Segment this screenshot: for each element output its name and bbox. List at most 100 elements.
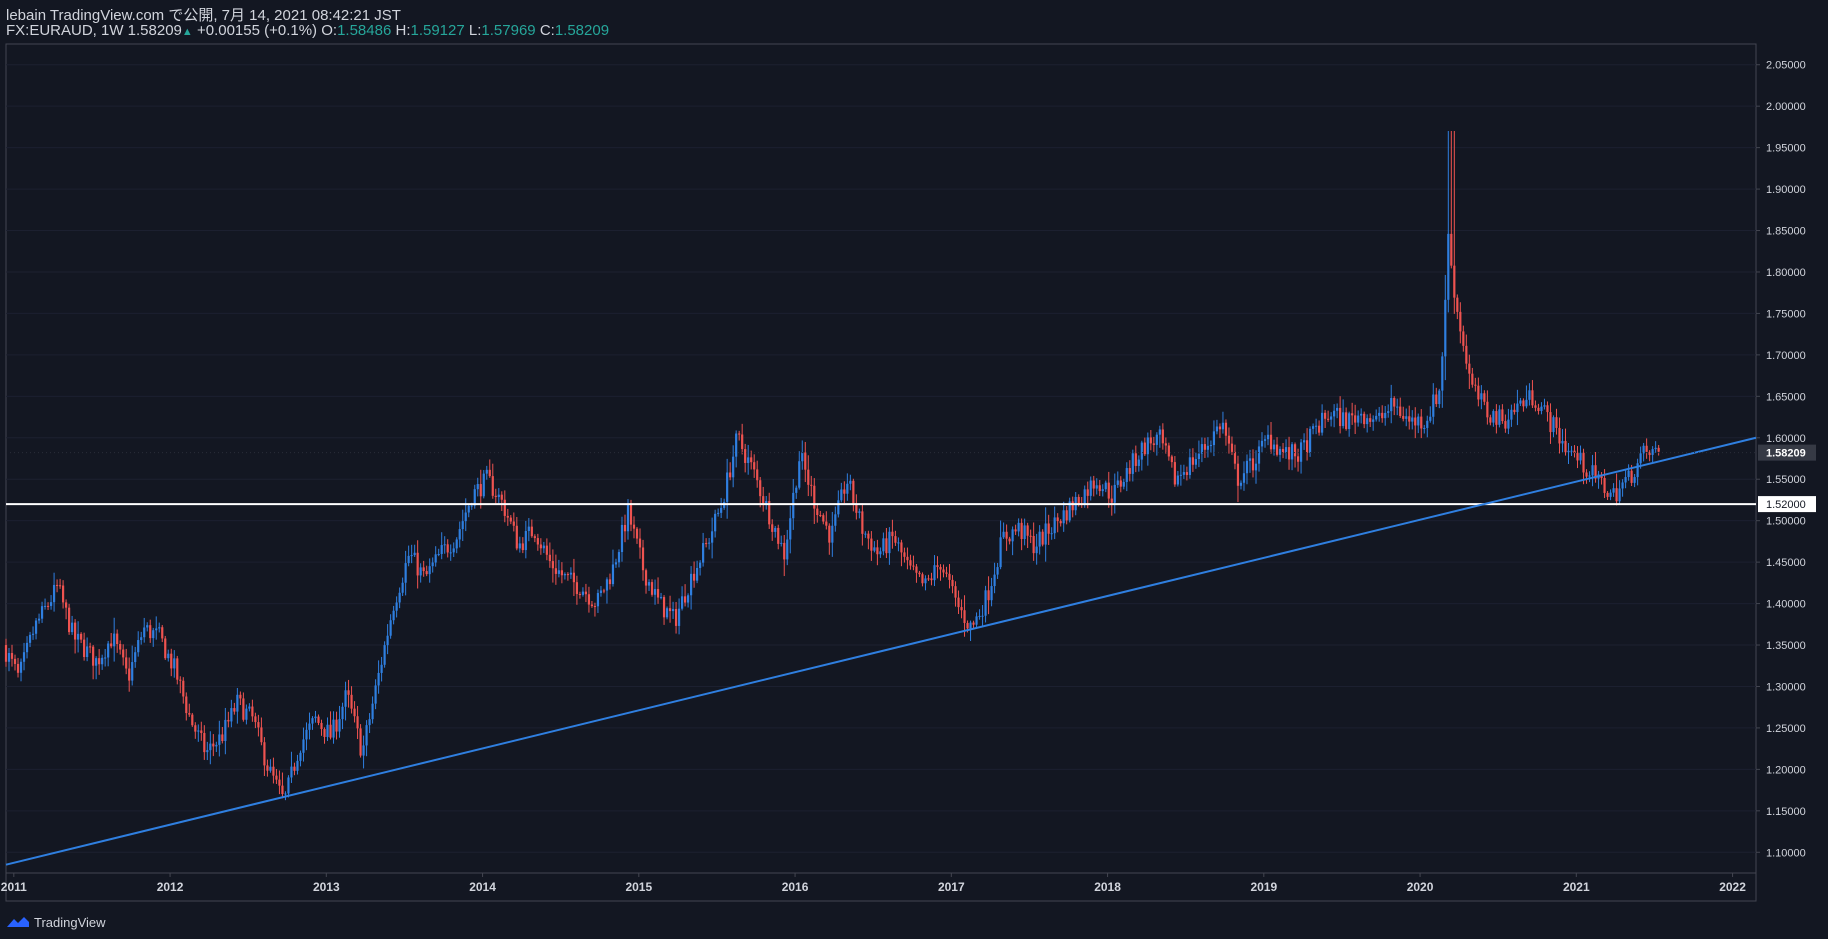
candle-body xyxy=(128,668,131,681)
candle-body xyxy=(578,593,582,595)
symbol-legend: FX:EURAUD, 1W 1.58209▲ +0.00155 (+0.1%) … xyxy=(6,22,609,40)
candle-body xyxy=(1459,311,1462,332)
symbol-info: FX:EURAUD, 1W 1.58209 xyxy=(6,22,182,39)
candle-body xyxy=(702,543,705,563)
candle-body xyxy=(272,766,275,776)
candle-body xyxy=(635,528,639,539)
candle-body xyxy=(1507,419,1510,429)
candle-body xyxy=(194,725,197,732)
candle-body xyxy=(488,469,491,477)
candle-body xyxy=(843,489,846,494)
candle-body xyxy=(738,433,741,435)
candle-body xyxy=(353,708,356,717)
candle-body xyxy=(1639,453,1642,464)
candle-body xyxy=(1384,412,1387,419)
candle-body xyxy=(1140,442,1143,460)
candle-body xyxy=(503,499,506,516)
candle-body xyxy=(927,578,930,580)
candle-body xyxy=(680,596,684,609)
candle-body xyxy=(1149,437,1152,444)
price-tick-label: 1.50000 xyxy=(1766,516,1806,528)
candle-body xyxy=(966,622,969,629)
candle-body xyxy=(1071,501,1074,511)
candle-body xyxy=(696,567,699,581)
time-tick-label: 2017 xyxy=(938,880,965,894)
candle-body xyxy=(1290,444,1294,460)
price-axis[interactable]: 2.05000 2.00000 1.95000 1.90000 1.85000 1.800… xyxy=(1756,60,1806,860)
candle-body xyxy=(182,680,185,697)
candle-body xyxy=(756,469,759,481)
candle-body xyxy=(1029,535,1032,537)
candle-body xyxy=(1351,413,1354,416)
close-value: 1.58209 xyxy=(554,22,610,39)
candle-body xyxy=(747,457,750,463)
candle-body xyxy=(1561,440,1564,444)
candle-body xyxy=(1173,462,1176,485)
tradingview-logo-icon xyxy=(7,917,29,927)
candle-body xyxy=(786,539,789,560)
trendline[interactable] xyxy=(5,436,1757,866)
candle-body xyxy=(506,515,509,518)
candle-body xyxy=(1269,434,1273,450)
candle-body xyxy=(1164,443,1167,446)
candle-body xyxy=(1095,485,1098,489)
candle-body xyxy=(203,733,206,753)
candle-body xyxy=(1206,445,1210,450)
candle-body xyxy=(173,658,176,669)
candle-body xyxy=(729,472,732,478)
candle-body xyxy=(1065,510,1068,521)
candle-body xyxy=(975,616,978,625)
candle-body xyxy=(1035,546,1038,554)
candle-body xyxy=(587,594,591,605)
time-axis[interactable]: 2011 2012 2013 2014 2015 2016 2017 2018 2019 2020… xyxy=(1,873,1746,894)
candle-body xyxy=(963,610,966,623)
price-tick-label: 1.20000 xyxy=(1766,764,1806,776)
footer: TradingView xyxy=(6,913,106,931)
candle-body xyxy=(188,713,191,715)
candle-body xyxy=(22,652,26,662)
candle-body xyxy=(711,531,714,543)
candle-body xyxy=(389,620,392,636)
candle-body xyxy=(1432,394,1435,417)
price-tick-label: 1.55000 xyxy=(1766,474,1806,486)
candle-body xyxy=(999,537,1002,568)
candle-body xyxy=(984,590,987,616)
candle-body xyxy=(575,582,579,594)
candle-body xyxy=(293,766,296,771)
candle-body xyxy=(1513,409,1516,413)
price-tick-label: 1.35000 xyxy=(1766,640,1806,652)
candle-body xyxy=(1498,409,1501,425)
candle-body xyxy=(1266,434,1270,440)
candle-body xyxy=(1411,417,1414,422)
candle-body xyxy=(1366,418,1369,425)
candle-body xyxy=(1257,446,1261,464)
candle-body xyxy=(1504,421,1507,429)
candle-body xyxy=(1218,426,1222,430)
candle-body xyxy=(611,564,615,585)
candle-body xyxy=(1056,517,1059,522)
candle-body xyxy=(1200,444,1204,454)
candle-body xyxy=(620,524,624,553)
candle-body xyxy=(305,729,308,740)
candle-body xyxy=(58,585,62,587)
price-tick-label: 1.95000 xyxy=(1766,143,1806,155)
candle-body xyxy=(61,585,65,603)
candle-body xyxy=(1372,419,1375,422)
candle-body xyxy=(251,706,254,717)
candle-body xyxy=(1591,465,1594,476)
candle-body xyxy=(1414,417,1417,426)
candle-body xyxy=(104,657,107,659)
candle-body xyxy=(49,602,53,606)
candle-body xyxy=(891,531,894,537)
candle-body xyxy=(335,719,338,732)
candle-body xyxy=(735,433,738,457)
candle-body xyxy=(191,714,194,726)
candle-body xyxy=(1221,422,1225,430)
candle-body xyxy=(479,484,482,497)
candle-body xyxy=(780,542,783,544)
time-tick-label: 2012 xyxy=(157,880,184,894)
candle-body xyxy=(1633,477,1636,483)
candle-body xyxy=(1648,451,1651,455)
open-value: 1.58486 xyxy=(337,22,392,39)
